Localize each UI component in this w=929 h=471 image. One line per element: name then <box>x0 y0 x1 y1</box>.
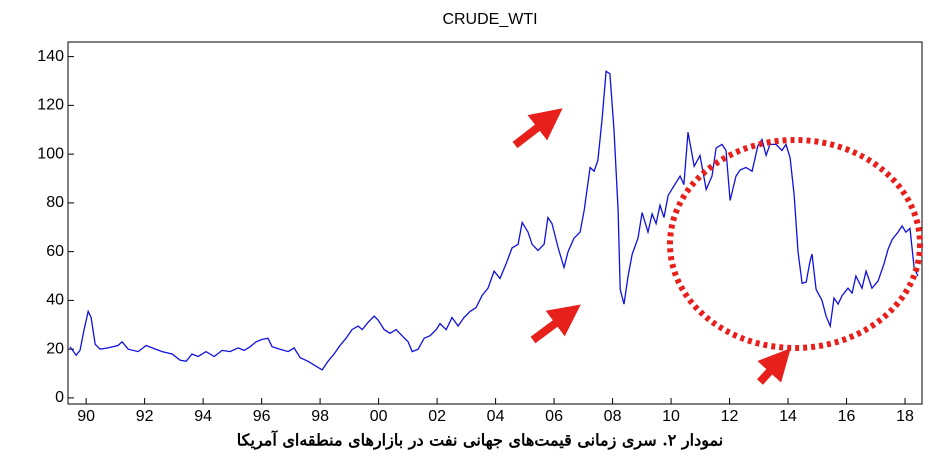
x-tick-label: 04 <box>487 408 505 425</box>
highlight-ellipse <box>667 137 923 351</box>
x-tick-label: 14 <box>779 408 797 425</box>
caption: نمودار ۲. سری زمانی قیمت‌های جهانی نفت د… <box>237 429 723 451</box>
x-tick-label: 96 <box>253 408 271 425</box>
y-tick-label: 40 <box>46 292 64 309</box>
plot-area: 0 20 40 60 80 100 120 140 90 92 94 96 98 00 02 04 06 08 10… <box>37 48 919 425</box>
y-tick-label: 80 <box>46 194 64 211</box>
x-tick-label: 92 <box>136 408 154 425</box>
data-line <box>69 70 919 371</box>
y-tick-label: 120 <box>37 97 64 114</box>
y-tick-label: 20 <box>46 340 64 357</box>
y-tick-label: 60 <box>46 243 64 260</box>
y-tick-label: 100 <box>37 145 64 162</box>
x-tick-label: 10 <box>662 408 680 425</box>
arrow <box>512 108 563 149</box>
x-tick-label: 12 <box>721 408 739 425</box>
x-tick-label: 94 <box>194 408 212 425</box>
x-tick-label: 00 <box>370 408 388 425</box>
arrow <box>757 348 791 385</box>
chart-title: CRUDE_WTI <box>442 11 537 28</box>
y-tick-label: 140 <box>37 48 64 65</box>
arrow <box>530 304 581 344</box>
x-tick-label: 06 <box>545 408 563 425</box>
plot-frame <box>67 41 923 405</box>
y-tick-label: 0 <box>55 389 64 406</box>
x-tick-label: 18 <box>896 408 914 425</box>
x-tick-label: 90 <box>77 408 95 425</box>
x-tick-label: 08 <box>604 408 622 425</box>
x-tick-label: 98 <box>311 408 329 425</box>
x-tick-label: 02 <box>428 408 446 425</box>
x-tick-label: 16 <box>838 408 856 425</box>
